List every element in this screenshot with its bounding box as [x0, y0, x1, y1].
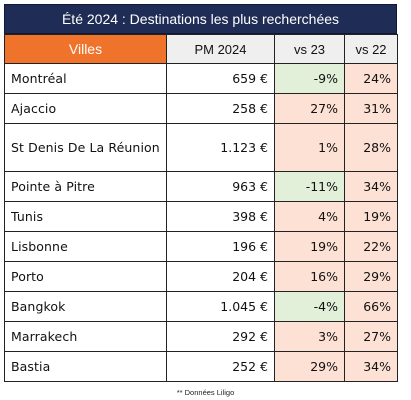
pm-cell: 258 € — [166, 93, 275, 124]
vs22-cell: 19% — [344, 201, 398, 232]
destinations-table-card: Été 2024 : Destinations les plus recherc… — [4, 4, 398, 382]
city-cell: Pointe à Pitre — [4, 171, 167, 202]
city-cell: Bastia — [4, 351, 167, 382]
column-header-city: Villes — [4, 34, 167, 64]
city-cell: Lisbonne — [4, 231, 167, 262]
pm-cell: 1.045 € — [166, 291, 275, 322]
city-cell: Porto — [4, 261, 167, 292]
vs22-cell: 34% — [344, 171, 398, 202]
vs22-cell: 31% — [344, 93, 398, 124]
vs23-cell: 27% — [274, 93, 345, 124]
vs22-cell: 28% — [344, 123, 398, 172]
table-row: Tunis 398 €4% 19% — [4, 201, 398, 232]
vs22-cell: 22% — [344, 231, 398, 262]
pm-cell: 659 € — [166, 63, 275, 94]
vs23-cell: 19% — [274, 231, 345, 262]
pm-cell: 204 € — [166, 261, 275, 292]
vs23-cell: -9% — [274, 63, 345, 94]
table-row: Lisbonne 196 €19% 22% — [4, 231, 398, 262]
vs22-cell: 27% — [344, 321, 398, 352]
vs23-cell: 3% — [274, 321, 345, 352]
city-cell: St Denis De La Réunion — [4, 123, 167, 172]
city-cell: Bangkok — [4, 291, 167, 322]
table-row: Marrakech 292 €3% 27% — [4, 321, 398, 352]
vs23-cell: -11% — [274, 171, 345, 202]
pm-cell: 1.123 € — [166, 123, 275, 172]
vs22-cell: 66% — [344, 291, 398, 322]
table-row: Montréal 659 € -9% 24% — [4, 63, 398, 94]
table-row: Porto 204 €16% 29% — [4, 261, 398, 292]
table-title: Été 2024 : Destinations les plus recherc… — [4, 4, 397, 34]
pm-cell: 196 € — [166, 231, 275, 262]
city-cell: Tunis — [4, 201, 167, 232]
table-row: Ajaccio 258 €27% 31% — [4, 93, 398, 124]
table-row: Pointe à Pitre 963 € -11% 34% — [4, 171, 398, 202]
column-header-pm: PM 2024 — [166, 34, 275, 64]
vs22-cell: 34% — [344, 351, 398, 382]
vs23-cell: 1% — [274, 123, 345, 172]
city-cell: Ajaccio — [4, 93, 167, 124]
city-cell: Montréal — [4, 63, 167, 94]
pm-cell: 398 € — [166, 201, 275, 232]
column-header-vs22: vs 22 — [344, 34, 398, 64]
vs23-cell: 4% — [274, 201, 345, 232]
table-row: St Denis De La Réunion 1.123 €1% 28% — [4, 123, 398, 172]
table-row: Bastia 252 €29% 34% — [4, 351, 398, 382]
vs22-cell: 24% — [344, 63, 398, 94]
destinations-table: Villes PM 2024 vs 23 vs 22 Montréal 659 €… — [4, 34, 398, 382]
vs22-cell: 29% — [344, 261, 398, 292]
vs23-cell: 29% — [274, 351, 345, 382]
pm-cell: 292 € — [166, 321, 275, 352]
pm-cell: 252 € — [166, 351, 275, 382]
pm-cell: 963 € — [166, 171, 275, 202]
header-row: Villes PM 2024 vs 23 vs 22 — [4, 34, 398, 64]
city-cell: Marrakech — [4, 321, 167, 352]
source-footnote: ** Données Liligo — [176, 388, 235, 397]
vs23-cell: -4% — [274, 291, 345, 322]
column-header-vs23: vs 23 — [274, 34, 345, 64]
table-row: Bangkok 1.045 € -4% 66% — [4, 291, 398, 322]
vs23-cell: 16% — [274, 261, 345, 292]
